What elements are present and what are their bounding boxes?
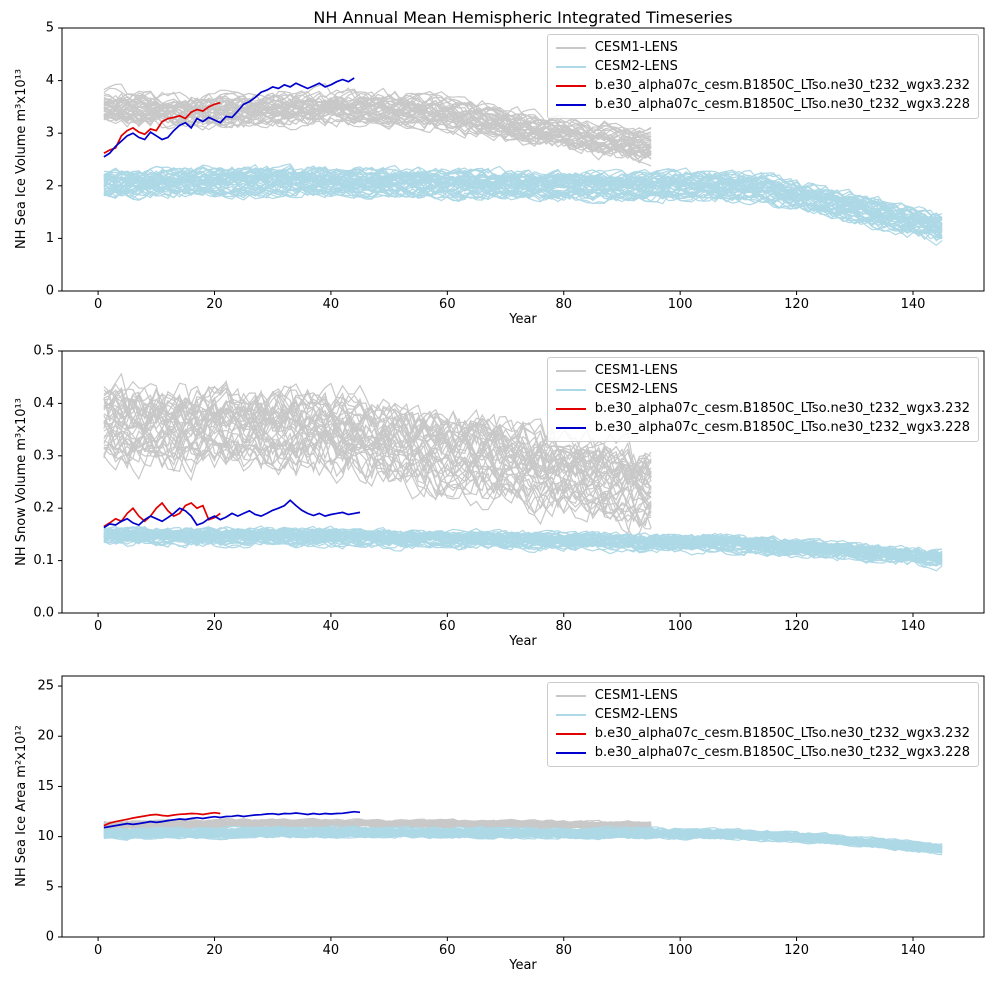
svg-text:140: 140 [901, 297, 926, 312]
svg-text:4: 4 [46, 73, 54, 88]
svg-text:20: 20 [206, 943, 223, 958]
legend-item: CESM1-LENS [555, 688, 970, 704]
svg-text:10: 10 [37, 829, 54, 844]
legend-item: CESM2-LENS [555, 382, 970, 398]
legend-item: CESM2-LENS [555, 707, 970, 723]
svg-text:80: 80 [555, 297, 572, 312]
svg-text:0: 0 [46, 930, 54, 945]
svg-text:140: 140 [901, 943, 926, 958]
y-axis-label-snow-volume: NH Snow Volume m³x10¹³ [14, 398, 29, 566]
legend: CESM1-LENS CESM2-LENS b.e30_alpha07c_ces… [546, 34, 979, 119]
x-axis-label-panel3: Year [509, 958, 537, 973]
legend-line-sample-run232 [555, 733, 586, 735]
legend: CESM1-LENS CESM2-LENS b.e30_alpha07c_ces… [546, 682, 979, 767]
svg-text:0.2: 0.2 [33, 501, 54, 516]
svg-text:140: 140 [901, 619, 926, 634]
svg-text:100: 100 [668, 297, 693, 312]
legend-line-sample-run232 [555, 408, 586, 410]
svg-text:0.1: 0.1 [33, 553, 54, 568]
y-axis-label-sea-ice-area: NH Sea Ice Area m²x10¹² [14, 725, 29, 887]
svg-text:0.0: 0.0 [33, 606, 54, 621]
svg-text:120: 120 [784, 297, 809, 312]
svg-text:120: 120 [784, 619, 809, 634]
svg-text:80: 80 [555, 943, 572, 958]
svg-text:20: 20 [206, 297, 223, 312]
svg-text:0: 0 [94, 619, 102, 634]
svg-text:15: 15 [37, 779, 54, 794]
legend-item: CESM1-LENS [555, 40, 970, 56]
svg-text:40: 40 [323, 297, 340, 312]
svg-text:60: 60 [439, 297, 456, 312]
legend-line-sample-run232 [555, 85, 586, 87]
legend-label: CESM1-LENS [594, 688, 678, 703]
legend-line-sample-cesm2 [555, 389, 586, 391]
svg-text:0.4: 0.4 [33, 396, 54, 411]
svg-text:25: 25 [37, 679, 54, 694]
svg-text:40: 40 [323, 943, 340, 958]
svg-text:120: 120 [784, 943, 809, 958]
legend-item: b.e30_alpha07c_cesm.B1850C_LTso.ne30_t23… [555, 745, 970, 761]
legend-line-sample-run228 [555, 752, 586, 754]
svg-text:0: 0 [94, 297, 102, 312]
svg-text:0: 0 [46, 284, 54, 299]
legend-label: CESM2-LENS [594, 382, 678, 397]
legend-label: CESM2-LENS [594, 59, 678, 74]
svg-text:5: 5 [46, 879, 54, 894]
legend-label: b.e30_alpha07c_cesm.B1850C_LTso.ne30_t23… [594, 78, 970, 93]
legend-label: b.e30_alpha07c_cesm.B1850C_LTso.ne30_t23… [594, 745, 970, 760]
svg-text:0: 0 [94, 943, 102, 958]
legend-label: CESM2-LENS [594, 707, 678, 722]
legend-item: b.e30_alpha07c_cesm.B1850C_LTso.ne30_t23… [555, 420, 970, 436]
svg-text:100: 100 [668, 619, 693, 634]
legend-item: CESM2-LENS [555, 59, 970, 75]
legend-line-sample-cesm1 [555, 695, 586, 697]
svg-text:2: 2 [46, 178, 54, 193]
svg-text:1: 1 [46, 231, 54, 246]
legend: CESM1-LENS CESM2-LENS b.e30_alpha07c_ces… [546, 357, 979, 442]
legend-item: b.e30_alpha07c_cesm.B1850C_LTso.ne30_t23… [555, 726, 970, 742]
svg-text:60: 60 [439, 943, 456, 958]
legend-label: b.e30_alpha07c_cesm.B1850C_LTso.ne30_t23… [594, 726, 970, 741]
legend-item: b.e30_alpha07c_cesm.B1850C_LTso.ne30_t23… [555, 97, 970, 113]
legend-line-sample-run228 [555, 104, 586, 106]
legend-item: b.e30_alpha07c_cesm.B1850C_LTso.ne30_t23… [555, 401, 970, 417]
legend-item: b.e30_alpha07c_cesm.B1850C_LTso.ne30_t23… [555, 78, 970, 94]
svg-text:80: 80 [555, 619, 572, 634]
legend-label: b.e30_alpha07c_cesm.B1850C_LTso.ne30_t23… [594, 420, 970, 435]
legend-label: CESM1-LENS [594, 40, 678, 55]
legend-line-sample-cesm1 [555, 370, 586, 372]
svg-text:40: 40 [323, 619, 340, 634]
legend-label: b.e30_alpha07c_cesm.B1850C_LTso.ne30_t23… [594, 97, 970, 112]
svg-text:5: 5 [46, 21, 54, 36]
legend-line-sample-cesm2 [555, 714, 586, 716]
svg-text:20: 20 [206, 619, 223, 634]
svg-text:100: 100 [668, 943, 693, 958]
svg-text:60: 60 [439, 619, 456, 634]
legend-label: b.e30_alpha07c_cesm.B1850C_LTso.ne30_t23… [594, 401, 970, 416]
svg-text:3: 3 [46, 126, 54, 141]
svg-text:0.3: 0.3 [33, 448, 54, 463]
figure-title: NH Annual Mean Hemispheric Integrated Ti… [313, 8, 733, 27]
x-axis-label-panel1: Year [509, 312, 537, 327]
svg-text:20: 20 [37, 729, 54, 744]
legend-line-sample-cesm2 [555, 66, 586, 68]
legend-line-sample-cesm1 [555, 47, 586, 49]
y-axis-label-sea-ice-volume: NH Sea Ice Volume m³x10¹³ [14, 68, 29, 250]
legend-label: CESM1-LENS [594, 363, 678, 378]
x-axis-label-panel2: Year [509, 634, 537, 649]
legend-line-sample-run228 [555, 427, 586, 429]
legend-item: CESM1-LENS [555, 363, 970, 379]
svg-text:0.5: 0.5 [33, 344, 54, 359]
